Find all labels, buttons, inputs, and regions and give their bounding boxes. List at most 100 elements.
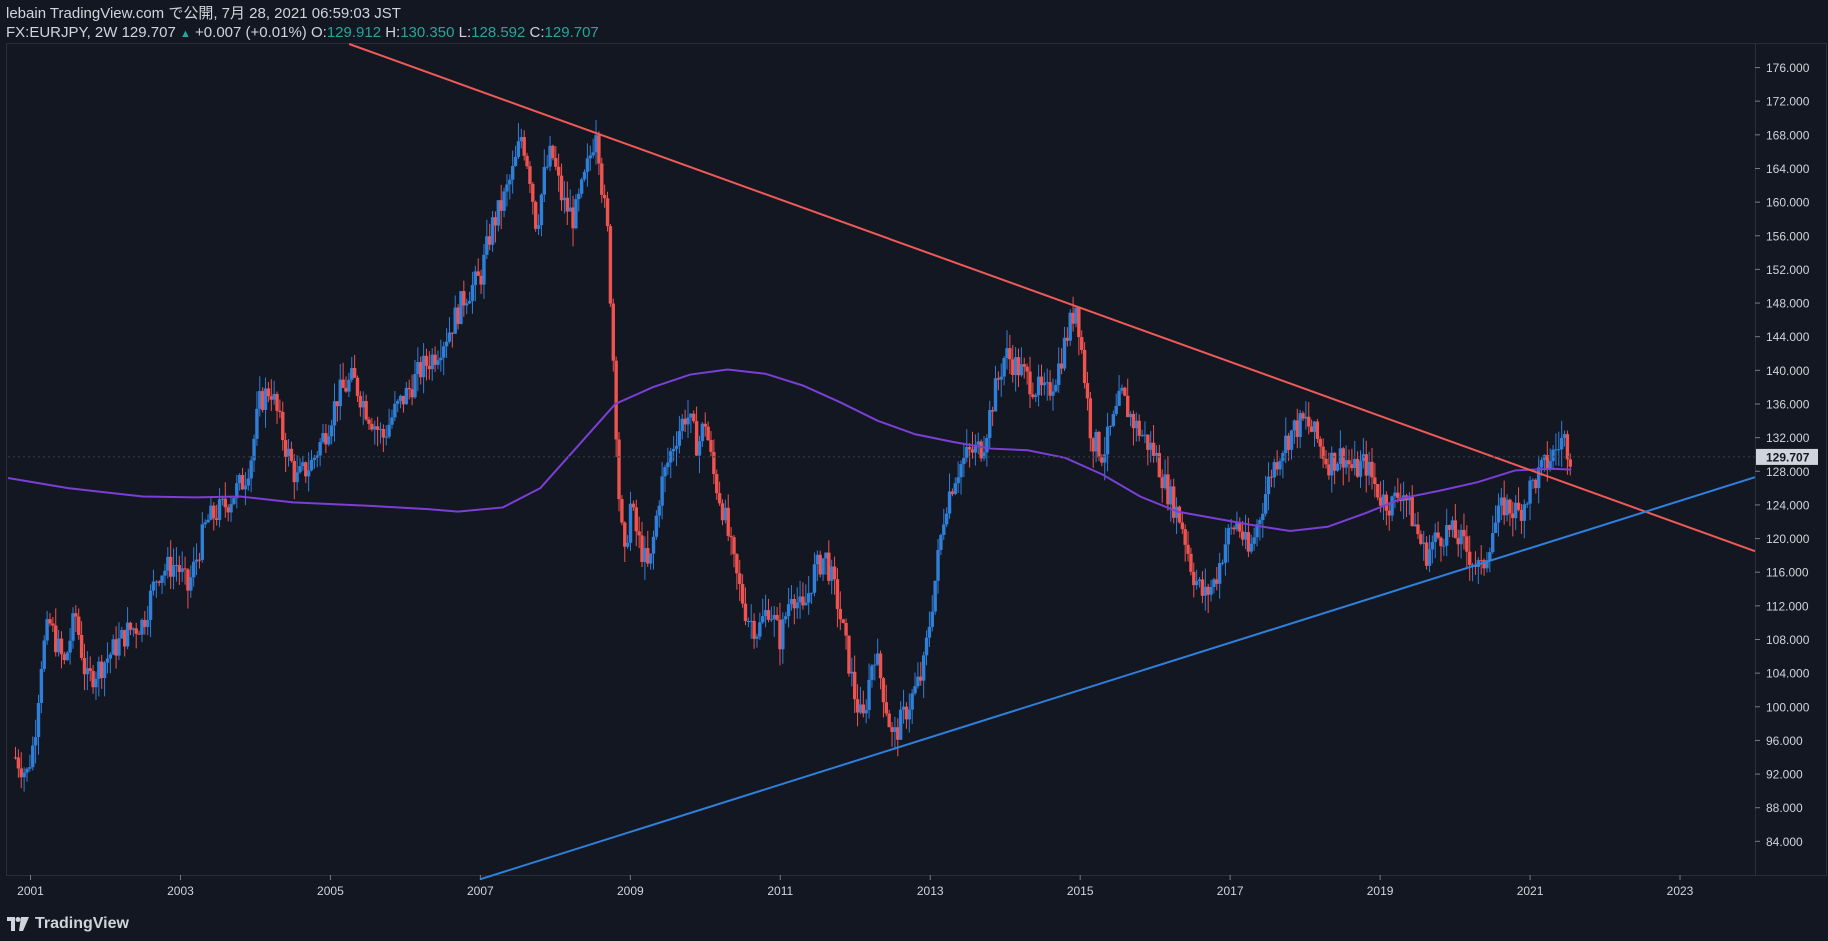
candle-body bbox=[180, 568, 184, 572]
candle-body bbox=[1261, 513, 1265, 521]
candle-body bbox=[798, 596, 802, 603]
candle-body bbox=[281, 411, 285, 441]
candle-body bbox=[884, 702, 888, 714]
candle-body bbox=[545, 166, 549, 168]
candle-body bbox=[1361, 454, 1366, 461]
candle-body bbox=[1169, 486, 1173, 505]
candle-body bbox=[191, 561, 196, 578]
moving-average bbox=[7, 368, 1572, 533]
time-tick-label: 2015 bbox=[1067, 884, 1094, 898]
candle-body bbox=[692, 413, 696, 422]
candle-body bbox=[1522, 504, 1527, 521]
candle-body bbox=[1324, 458, 1328, 465]
price-tick-label: 104.000 bbox=[1766, 667, 1810, 681]
price-tick-label: 136.000 bbox=[1766, 397, 1810, 411]
candle-body bbox=[620, 499, 624, 523]
candle-body bbox=[536, 225, 541, 229]
candle-body bbox=[275, 393, 279, 411]
time-tick-label: 2001 bbox=[17, 884, 44, 898]
candle-body bbox=[332, 401, 337, 426]
candle-body bbox=[111, 639, 115, 655]
candle-body bbox=[289, 448, 294, 461]
pane-frame bbox=[6, 43, 1756, 876]
brand-name: TradingView bbox=[35, 915, 129, 932]
candle-body bbox=[962, 457, 966, 465]
candle-body bbox=[114, 639, 118, 656]
candle-body bbox=[1183, 529, 1187, 545]
candle-body bbox=[870, 665, 874, 680]
candle-body bbox=[1154, 452, 1159, 456]
price-tick-label: 116.000 bbox=[1766, 566, 1809, 580]
candles bbox=[13, 120, 1572, 792]
candle-body bbox=[873, 664, 877, 666]
candle-body bbox=[36, 702, 41, 738]
candle-body bbox=[1235, 522, 1239, 530]
candle-body bbox=[462, 291, 466, 306]
candle-body bbox=[1456, 537, 1460, 545]
candle-body bbox=[97, 661, 101, 679]
candle-body bbox=[1528, 480, 1532, 504]
trendlines[interactable] bbox=[8, 43, 1756, 881]
candle-body bbox=[608, 226, 613, 304]
candle-body bbox=[990, 410, 995, 412]
candle-body bbox=[1226, 528, 1230, 545]
candle-body bbox=[1301, 413, 1305, 419]
tradingview-brand[interactable]: TradingView bbox=[7, 915, 129, 933]
candle-body bbox=[444, 341, 449, 347]
candle-body bbox=[1057, 363, 1061, 385]
candle-body bbox=[510, 165, 515, 180]
candle-body bbox=[623, 522, 627, 547]
candle-body bbox=[108, 654, 113, 659]
candle-body bbox=[223, 498, 227, 508]
candle-body bbox=[1240, 531, 1245, 540]
candle-body bbox=[533, 201, 538, 229]
candle-body bbox=[1059, 363, 1064, 369]
candle-body bbox=[838, 608, 843, 620]
candle-body bbox=[88, 668, 92, 671]
candle-body bbox=[1016, 357, 1021, 376]
candle-body bbox=[1031, 394, 1035, 398]
candle-body bbox=[56, 638, 61, 653]
candle-body bbox=[709, 440, 713, 452]
resistance-trendline bbox=[348, 43, 1756, 553]
candle-body bbox=[648, 553, 653, 564]
pane-border bbox=[6, 43, 1827, 876]
candle-body bbox=[1220, 562, 1225, 564]
open-value: 129.912 bbox=[326, 24, 382, 41]
support-trendline bbox=[480, 476, 1756, 881]
candle-body bbox=[1387, 510, 1391, 516]
candle-body bbox=[1358, 460, 1363, 477]
candle-body bbox=[1163, 474, 1167, 489]
candle-body bbox=[335, 401, 340, 407]
axis-frame bbox=[1755, 43, 1827, 876]
candle-body bbox=[720, 503, 725, 521]
candle-body bbox=[433, 354, 437, 365]
candle-body bbox=[1419, 534, 1423, 544]
candle-body bbox=[65, 652, 69, 661]
time-axis[interactable]: 2001 2003 2005 2007 2009 2011 2013 2015 2017 2019… bbox=[17, 875, 1828, 898]
candle-body bbox=[1410, 496, 1414, 527]
tradingview-logo-icon bbox=[7, 917, 29, 931]
candle-body bbox=[237, 474, 242, 484]
candle-body bbox=[1074, 307, 1078, 324]
candle-body bbox=[919, 676, 923, 681]
candle-body bbox=[424, 355, 429, 366]
candle-body bbox=[19, 768, 23, 778]
candle-body bbox=[490, 217, 495, 245]
candle-body bbox=[1111, 414, 1116, 426]
candle-body bbox=[186, 569, 190, 591]
candle-body bbox=[485, 236, 489, 255]
price-axis[interactable]: 84.000 88.000 92.000 96.000 100.000 104.000 10… bbox=[1755, 61, 1818, 849]
candle-body bbox=[1045, 382, 1049, 384]
candle-body bbox=[1332, 452, 1337, 471]
candle-body bbox=[752, 620, 756, 639]
candle-body bbox=[807, 593, 811, 603]
candle-body bbox=[861, 704, 866, 714]
candle-body bbox=[1502, 497, 1506, 516]
candle-body bbox=[378, 428, 383, 430]
candle-body bbox=[1516, 502, 1521, 510]
candle-body bbox=[617, 439, 621, 500]
candle-body bbox=[735, 554, 739, 574]
candle-body bbox=[1246, 532, 1251, 552]
